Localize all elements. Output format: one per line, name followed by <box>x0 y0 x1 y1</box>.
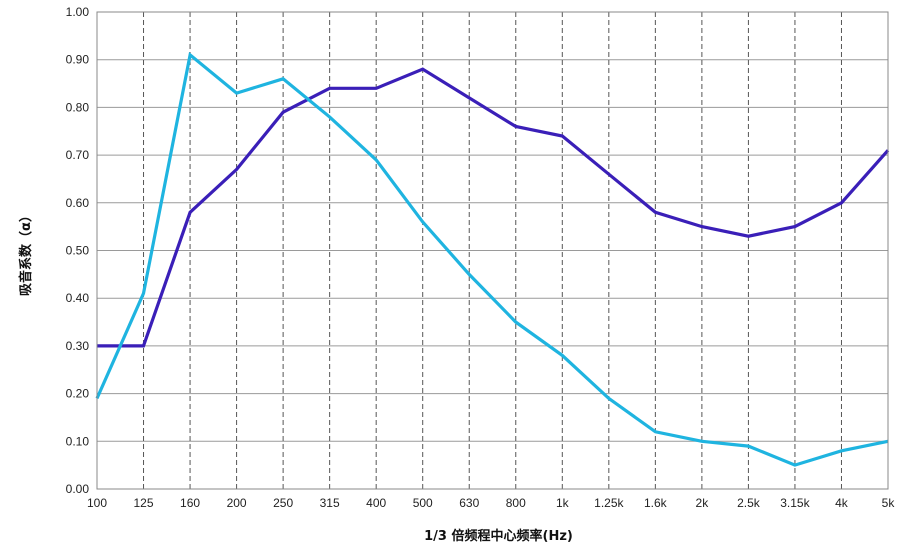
x-tick-label: 4k <box>835 496 849 510</box>
x-tick-label: 500 <box>413 496 433 510</box>
y-tick-label: 0.90 <box>66 53 90 67</box>
y-tick-label: 0.10 <box>66 434 90 448</box>
x-tick-label: 800 <box>506 496 526 510</box>
grid-layer <box>97 12 888 489</box>
series-layer <box>95 51 890 467</box>
y-axis-title: 吸音系数（α） <box>18 209 34 296</box>
y-tick-label: 0.40 <box>66 291 90 305</box>
y-tick-label: 0.80 <box>66 100 90 114</box>
x-tick-label: 200 <box>227 496 247 510</box>
y-tick-label: 0.20 <box>66 387 90 401</box>
x-tick-label: 5k <box>882 496 896 510</box>
x-tick-label: 125 <box>134 496 154 510</box>
y-tick-label: 0.30 <box>66 339 90 353</box>
x-tick-label: 2.5k <box>737 496 761 510</box>
x-axis-title: 1/3 倍频程中心频率(Hz) <box>424 528 573 544</box>
x-tick-label: 630 <box>459 496 479 510</box>
y-tick-label: 0.00 <box>66 482 90 496</box>
y-tick-label: 0.60 <box>66 196 90 210</box>
x-tick-label: 160 <box>180 496 200 510</box>
x-tick-label: 1.25k <box>594 496 624 510</box>
y-tick-label: 0.70 <box>66 148 90 162</box>
y-tick-labels: 0.00 0.10 0.20 0.30 0.40 0.50 0.60 0.70 0.80 0.90… <box>66 5 90 496</box>
x-tick-label: 1.6k <box>644 496 668 510</box>
x-tick-labels: 100 125 160 200 250 315 400 500 630 800 1k 1.25k 1.6… <box>87 496 895 510</box>
series-line-1 <box>97 67 890 348</box>
x-tick-label: 400 <box>366 496 386 510</box>
y-tick-label: 1.00 <box>66 5 90 19</box>
x-tick-label: 250 <box>273 496 293 510</box>
x-tick-label: 315 <box>320 496 340 510</box>
x-tick-label: 2k <box>696 496 710 510</box>
y-tick-label: 0.50 <box>66 244 90 258</box>
plot-frame <box>96 11 889 490</box>
x-tick-label: 3.15k <box>780 496 810 510</box>
x-tick-label: 1k <box>556 496 570 510</box>
x-tick-label: 100 <box>87 496 107 510</box>
series-line-2 <box>95 51 889 467</box>
